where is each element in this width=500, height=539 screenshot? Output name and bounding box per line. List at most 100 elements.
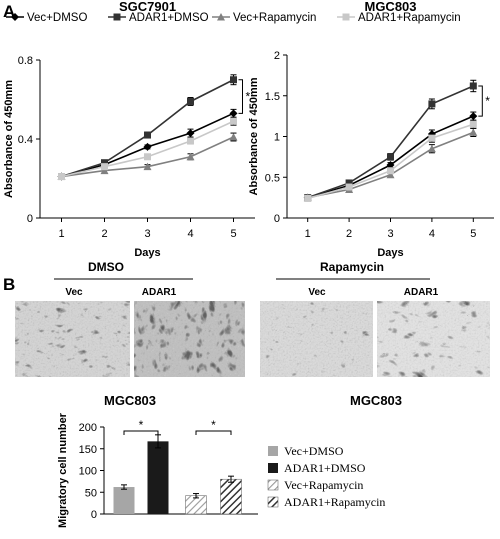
- sgc7901-growth-chart: 0 0.4 0.8 1 2 3 4 5 SGC7901 Days Absorbance of 450…: [3, 0, 255, 259]
- cell-line-label-right: MGC803: [350, 393, 402, 408]
- panel-label-b: B: [3, 275, 15, 294]
- data-point-diamond: [386, 161, 395, 170]
- legend-square-marker: [113, 13, 121, 21]
- data-point-diamond: [229, 109, 238, 118]
- x-tick-label: 2: [101, 228, 107, 240]
- x-axis-label: Days: [134, 247, 160, 259]
- y-tick-label: 2: [274, 50, 280, 62]
- legend-swatch: [267, 479, 279, 491]
- x-tick-label: 1: [58, 228, 64, 240]
- y-tick-label: 0: [91, 509, 97, 521]
- data-point-diamond: [469, 112, 478, 121]
- data-point-diamond: [143, 142, 152, 151]
- legend-swatch: [267, 496, 279, 508]
- micrograph-adar1-rapamycin: [377, 301, 490, 377]
- legend-diamond-marker: [11, 13, 19, 21]
- legend-swatch: [268, 446, 278, 456]
- data-point-square: [345, 183, 353, 191]
- y-axis-label: Absorbance of 450mm: [3, 80, 15, 198]
- line-chart-legend: Vec+DMSO ADAR1+DMSO Vec+Rapamycin ADAR1+Rap…: [6, 12, 461, 24]
- data-point-diamond: [186, 129, 195, 138]
- legend-swatch: [268, 463, 278, 473]
- data-point-square: [345, 179, 353, 187]
- data-point-square: [304, 194, 312, 202]
- data-point-square: [101, 163, 108, 171]
- legend-label: ADAR1+DMSO: [284, 461, 366, 475]
- significance-asterisk: *: [139, 418, 144, 432]
- legend-square-marker: [342, 13, 350, 21]
- bar: [220, 478, 242, 515]
- bar: [147, 441, 169, 514]
- data-point-square: [144, 153, 151, 161]
- data-point-square: [58, 173, 65, 181]
- y-tick-label: 0: [27, 213, 33, 225]
- x-axis-label: Days: [377, 247, 403, 259]
- vec-label-left: Vec: [65, 287, 83, 298]
- y-axis-label: Migratory cell number: [57, 412, 69, 528]
- chart-title: SGC7901: [119, 0, 176, 14]
- data-point-square: [230, 76, 237, 84]
- micrograph-vec-rapamycin: [260, 301, 373, 377]
- data-point-square: [230, 117, 237, 125]
- legend-label: ADAR1+DMSO: [129, 12, 209, 24]
- data-point-square: [187, 97, 194, 105]
- data-point-square: [469, 120, 477, 128]
- x-tick-label: 3: [387, 228, 393, 240]
- rapamycin-header: Rapamycin: [320, 260, 384, 274]
- data-point-square: [387, 153, 394, 161]
- data-point-square: [144, 131, 151, 139]
- mgc803-growth-chart: 0 0.5 1 1.5 2 1 2 3 4 5 MGC803 Days Absorbance of 45…: [248, 0, 494, 259]
- dmso-header: DMSO: [88, 260, 124, 274]
- data-point-triangle: [427, 144, 436, 153]
- y-tick-label: 0.8: [18, 55, 33, 67]
- bar: [185, 495, 207, 515]
- significance-bracket: [123, 430, 159, 435]
- bar-chart-legend: Vec+DMSO ADAR1+DMSO Vec+Rapamycin ADAR1+Rap…: [267, 444, 385, 509]
- x-tick-label: 4: [187, 228, 193, 240]
- micrograph-headers: DMSO Rapamycin Vec ADAR1 Vec ADAR1: [54, 260, 439, 298]
- data-point-triangle: [469, 128, 478, 136]
- micrograph-adar1-dmso: [134, 301, 245, 377]
- y-tick-label: 150: [79, 444, 97, 456]
- bar: [113, 487, 135, 514]
- data-point-triangle: [229, 133, 238, 141]
- y-tick-label: 0.4: [18, 134, 33, 146]
- data-point-triangle: [100, 166, 109, 175]
- chart-title: MGC803: [364, 0, 416, 14]
- y-tick-label: 100: [79, 466, 97, 478]
- series-line: [61, 79, 234, 178]
- y-tick-label: 1: [274, 132, 280, 144]
- legend-label: ADAR1+Rapamycin: [358, 12, 461, 24]
- data-point-square: [469, 82, 477, 90]
- data-point-square: [101, 159, 108, 167]
- x-tick-label: 2: [346, 228, 352, 240]
- data-point-triangle: [386, 170, 395, 179]
- x-tick-label: 5: [470, 228, 476, 240]
- data-point-square: [428, 134, 436, 142]
- y-tick-label: 0: [274, 213, 280, 225]
- x-tick-label: 1: [305, 228, 311, 240]
- significance-bracket: [195, 430, 232, 435]
- migration-bar-chart: 0 50 100 150 200 Migratory cell number * *: [57, 412, 258, 528]
- significance-bracket: [478, 85, 483, 117]
- legend-label: Vec+Rapamycin: [233, 12, 316, 24]
- adar1-label-left: ADAR1: [142, 287, 177, 298]
- legend-label: Vec+DMSO: [27, 12, 87, 24]
- significance-asterisk: *: [485, 94, 490, 108]
- data-point-square: [428, 100, 436, 108]
- legend-triangle-marker: [217, 13, 225, 21]
- y-tick-label: 1.5: [265, 91, 280, 103]
- x-tick-label: 4: [429, 228, 435, 240]
- legend-label: ADAR1+Rapamycin: [284, 495, 385, 509]
- legend-label: Vec+Rapamycin: [284, 478, 363, 492]
- data-point-square: [387, 167, 394, 175]
- x-tick-label: 5: [230, 228, 236, 240]
- data-point-square: [187, 137, 194, 145]
- data-point-triangle: [186, 152, 195, 161]
- y-tick-label: 0.5: [265, 172, 280, 184]
- x-tick-label: 3: [144, 228, 150, 240]
- y-tick-label: 200: [79, 422, 97, 434]
- y-tick-label: 50: [85, 487, 97, 499]
- significance-bracket: [238, 79, 243, 114]
